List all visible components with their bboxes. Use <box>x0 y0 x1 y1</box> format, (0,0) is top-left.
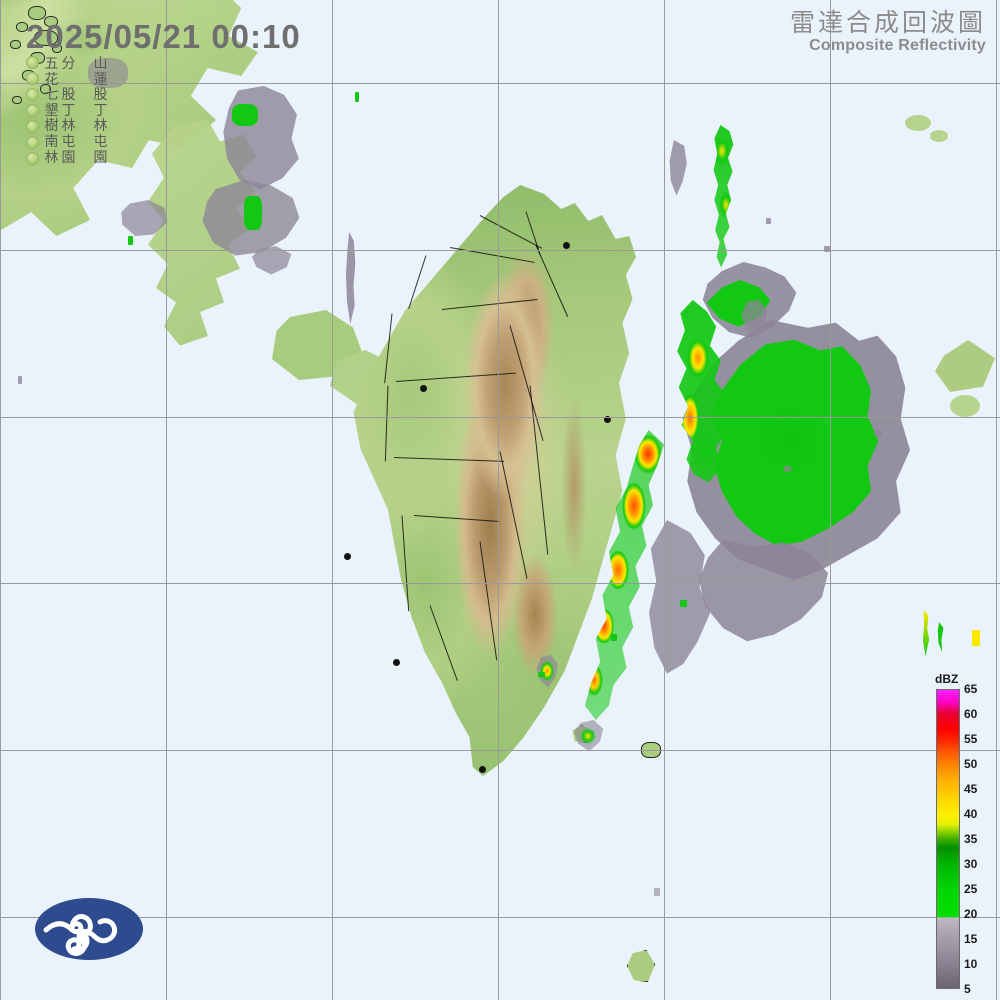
offshore-island-e <box>905 115 931 131</box>
station-char: 林 <box>44 148 59 165</box>
station-char <box>60 72 77 88</box>
colorbar-tick: 35 <box>964 832 978 846</box>
echo-speck <box>611 634 617 641</box>
colorbar-tick: 65 <box>964 682 978 696</box>
echo-northwest-mainland-c <box>121 200 168 237</box>
station-char: 山 <box>93 55 108 71</box>
station-char: 花 <box>44 70 59 87</box>
station-char: 七 <box>44 86 59 103</box>
city-marker <box>393 659 400 666</box>
colorbar-tick: 5 <box>964 982 971 996</box>
station-char: 屯 <box>93 132 108 149</box>
echo-taiwan-strait-streak <box>345 232 356 324</box>
echo-northeast-weak-a <box>669 140 687 196</box>
colorbar-tick: 60 <box>964 707 978 721</box>
radar-station-legend: 五 花 七 墾 樹 南 林 分 股 丁 林 屯 園 <box>26 55 77 165</box>
station-char: 林 <box>93 117 108 134</box>
city-marker <box>563 242 570 249</box>
colorbar-tick: 45 <box>964 782 978 796</box>
colorbar-tick: 50 <box>964 757 978 771</box>
echo-speck <box>128 236 133 245</box>
cwa-logo <box>34 896 144 962</box>
echo-northeast-offshore-line <box>713 125 734 268</box>
echo-southeast-cell-a <box>536 655 558 688</box>
colorbar-tick: 30 <box>964 857 978 871</box>
station-char: 墾 <box>44 101 59 118</box>
station-char: 五 <box>44 55 59 71</box>
taiwan-island <box>330 185 670 785</box>
echo-east-sea-stratiform-core <box>710 340 879 546</box>
station-bullet-icon <box>26 88 39 101</box>
echo-speck <box>680 600 687 607</box>
colorbar-title: dBZ <box>935 672 959 686</box>
station-char: 南 <box>44 132 59 149</box>
city-marker <box>479 766 486 773</box>
station-bullet-icon <box>26 136 39 149</box>
city-marker <box>344 553 351 560</box>
echo-northwest-mainland-a <box>223 86 299 190</box>
station-char: 分 <box>61 55 76 71</box>
colorbar-tick: 20 <box>964 907 978 921</box>
echo-speck <box>784 466 791 472</box>
station-name-column-third: 山 蓮 股 丁 林 屯 園 <box>92 55 109 165</box>
timestamp-label: 2025/05/21 00:10 <box>26 18 301 55</box>
station-bullet-icon <box>26 104 39 117</box>
echo-southeast-cell-d <box>937 622 944 652</box>
station-bullet-icon <box>26 120 39 133</box>
offshore-island-d <box>950 395 980 417</box>
station-char: 屯 <box>61 132 76 149</box>
map-title: 雷達合成回波圖 Composite Reflectivity <box>790 10 986 55</box>
echo-speck <box>538 672 545 677</box>
station-char: 股 <box>93 86 108 103</box>
station-char: 園 <box>61 148 76 165</box>
echo-speck <box>824 246 830 252</box>
colorbar-gradient <box>936 689 960 989</box>
station-char: 股 <box>61 86 76 103</box>
title-chinese: 雷達合成回波圖 <box>789 9 986 37</box>
station-char: 園 <box>93 148 108 165</box>
colorbar-tick: 25 <box>964 882 978 896</box>
dbz-colorbar: dBZ 65 60 55 50 45 40 35 30 25 20 15 10 5 <box>922 672 994 996</box>
station-bullet-icon <box>26 152 39 165</box>
radar-station-legend-third-column: 山 蓮 股 丁 林 屯 園 <box>92 55 109 165</box>
echo-southeast-cell-e <box>972 630 980 646</box>
colorbar-tick: 10 <box>964 957 978 971</box>
penghu-islands <box>0 0 90 120</box>
echo-speck <box>874 430 882 436</box>
echo-speck <box>766 218 771 224</box>
echo-northwest-core-b <box>244 196 262 230</box>
echo-southeast-cell-b <box>574 720 604 752</box>
station-name-column-second: 分 股 丁 林 屯 園 <box>60 55 77 165</box>
station-char: 丁 <box>61 101 76 118</box>
station-bullet-icon <box>26 72 39 85</box>
echo-speck <box>654 888 660 896</box>
colorbar-tick: 55 <box>964 732 978 746</box>
station-char: 丁 <box>93 101 108 118</box>
echo-northwest-core-a <box>232 104 258 126</box>
station-name-column-first: 五 花 七 墾 樹 南 林 <box>43 55 60 165</box>
echo-speck <box>18 376 22 384</box>
city-marker <box>604 416 611 423</box>
colorbar-tick: 40 <box>964 807 978 821</box>
echo-speck <box>355 92 359 102</box>
colorbar-tick: 15 <box>964 932 978 946</box>
colorbar-body: 65 60 55 50 45 40 35 30 25 20 15 10 5 <box>922 682 994 996</box>
offshore-island-f <box>930 130 948 142</box>
station-char: 蓮 <box>93 70 108 87</box>
colorbar-tick-labels: 65 60 55 50 45 40 35 30 25 20 15 10 5 <box>964 682 994 996</box>
station-char: 林 <box>61 117 76 134</box>
title-english: Composite Reflectivity <box>809 37 986 55</box>
station-char: 樹 <box>44 117 59 134</box>
city-marker <box>420 385 427 392</box>
station-bullet-icon <box>26 56 39 69</box>
echo-southeast-cell-c <box>922 610 930 656</box>
cwa-logo-icon <box>35 898 143 960</box>
station-bullets <box>26 56 39 165</box>
